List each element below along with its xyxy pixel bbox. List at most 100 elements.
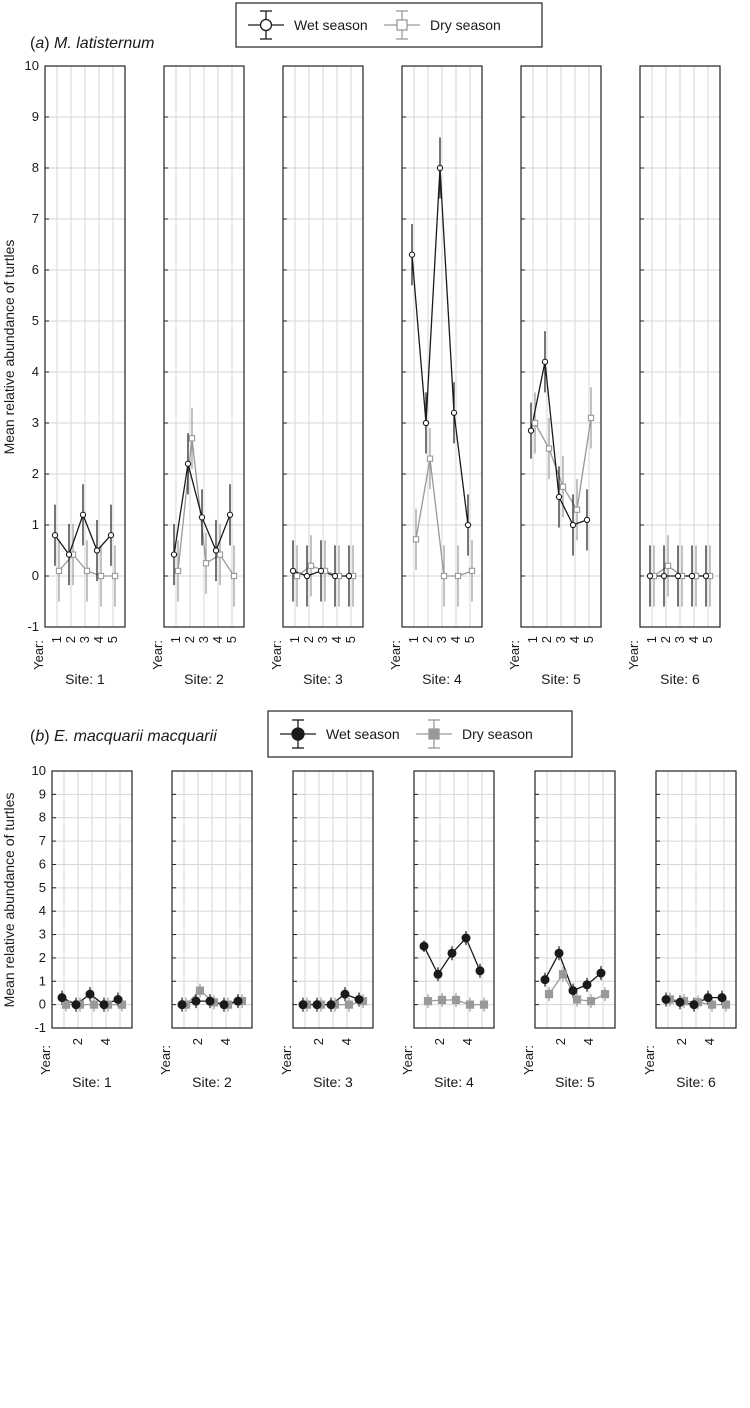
site-label: Site: 2 (192, 1074, 232, 1090)
dry-point (412, 536, 420, 543)
legend-wet-marker (291, 727, 305, 741)
wet-point (661, 994, 671, 1004)
panel-frame (171, 770, 253, 1029)
dry-point (188, 435, 196, 442)
dry-point (437, 995, 447, 1005)
y-tick-label: -1 (34, 1020, 46, 1035)
legend-dry-marker (428, 728, 440, 740)
dry-point (195, 986, 205, 995)
wet-point (57, 993, 67, 1003)
site-panel: Year: 2 4 Site: 5 (521, 770, 616, 1090)
x-tick-label: 4 (448, 636, 463, 643)
dry-point (55, 567, 63, 575)
x-tick-label: 4 (98, 1038, 113, 1045)
panel-frame (44, 65, 126, 628)
x-tick-label: 5 (581, 636, 596, 643)
x-tick-label: 2 (658, 636, 673, 643)
x-tick-label: 1 (49, 636, 64, 643)
dry-point (426, 455, 434, 462)
x-tick-label: 4 (581, 1038, 596, 1045)
wet-season-line (411, 167, 469, 526)
wet-point (177, 1000, 187, 1010)
y-tick-label: 0 (39, 997, 46, 1012)
x-tick-label: 4 (339, 1038, 354, 1045)
chart-panel-a: Wet season Dry season (a) M. latisternum Me… (1, 2, 721, 687)
dry-point (230, 572, 238, 580)
wet-point (646, 572, 654, 580)
panel-frame (639, 65, 721, 628)
wet-point (184, 460, 192, 467)
panel-letter: a (35, 35, 44, 52)
panel-frame (163, 65, 245, 628)
wet-point (461, 933, 471, 943)
panel-frame (655, 770, 737, 1029)
wet-point (345, 572, 353, 580)
wet-point (569, 521, 577, 529)
year-label: Year: (150, 640, 165, 670)
wet-point (555, 493, 563, 501)
dry-point (600, 990, 610, 999)
y-tick-label: 3 (32, 415, 39, 430)
year-label: Year: (158, 1045, 173, 1075)
dry-point (440, 572, 448, 580)
panel-letter: b (35, 728, 44, 745)
wet-point (540, 975, 550, 985)
year-label: Year: (642, 1045, 657, 1075)
species-name: M. latisternum (54, 35, 154, 52)
dry-point (465, 1000, 475, 1009)
wet-point (113, 994, 123, 1004)
site-label: Site: 4 (434, 1074, 474, 1090)
y-axis-label: Mean relative abundance of turtles (1, 793, 17, 1008)
year-label: Year: (279, 1045, 294, 1075)
dry-point (721, 1000, 731, 1009)
wet-point (326, 1000, 336, 1010)
dry-point (479, 1000, 489, 1009)
y-tick-label: 0 (32, 568, 39, 583)
x-tick-label: 3 (315, 636, 330, 643)
wet-point (436, 164, 444, 172)
x-tick-label: 1 (644, 636, 659, 643)
site-label: Site: 1 (65, 671, 105, 687)
x-tick-label: 2 (553, 1038, 568, 1045)
x-tick-label: 2 (301, 636, 316, 643)
site-panel: Year: 2 4 Site: 6 (642, 770, 737, 1090)
x-tick-label: 4 (702, 1038, 717, 1045)
legend: Wet season Dry season (267, 710, 573, 758)
site-panel: Year:1 2 3 4 5 Site: 3 (269, 65, 364, 687)
site-label: Site: 6 (660, 671, 700, 687)
site-panel: Year:1 2 3 4 5 Site: 5 (507, 65, 602, 687)
wet-point (675, 997, 685, 1007)
y-tick-label: 6 (39, 856, 46, 871)
wet-point (51, 532, 59, 539)
panel-letter-paren-open: ( (30, 35, 36, 52)
site-label: Site: 5 (541, 671, 581, 687)
dry-point (573, 506, 581, 513)
dry-point (544, 990, 554, 999)
year-label: Year: (521, 1045, 536, 1075)
panel-title: (a) M. latisternum (30, 35, 154, 52)
wet-point (79, 511, 87, 518)
y-tick-label: 8 (32, 160, 39, 175)
x-tick-label: 2 (674, 1038, 689, 1045)
wet-point (212, 547, 220, 554)
year-label: Year: (400, 1045, 415, 1075)
x-tick-label: 3 (672, 636, 687, 643)
y-tick-label: 9 (39, 786, 46, 801)
y-tick-label: 5 (32, 313, 39, 328)
x-tick-label: 2 (182, 636, 197, 643)
y-tick-label: 7 (39, 833, 46, 848)
y-tick-label: 1 (32, 517, 39, 532)
x-tick-label: 5 (105, 636, 120, 643)
dry-point (468, 567, 476, 575)
site-panel: Year: 2 4 Site: 3 (279, 770, 374, 1090)
wet-point (71, 1000, 81, 1010)
species-name: E. macquarii macquarii (54, 728, 217, 745)
dry-point (664, 562, 672, 569)
site-label: Site: 6 (676, 1074, 716, 1090)
site-panel: Year:1 2 3 4 5 Site: 2 (150, 65, 245, 687)
wet-point (703, 993, 713, 1003)
panel-frame (413, 770, 495, 1029)
legend-dry-marker (396, 19, 408, 31)
